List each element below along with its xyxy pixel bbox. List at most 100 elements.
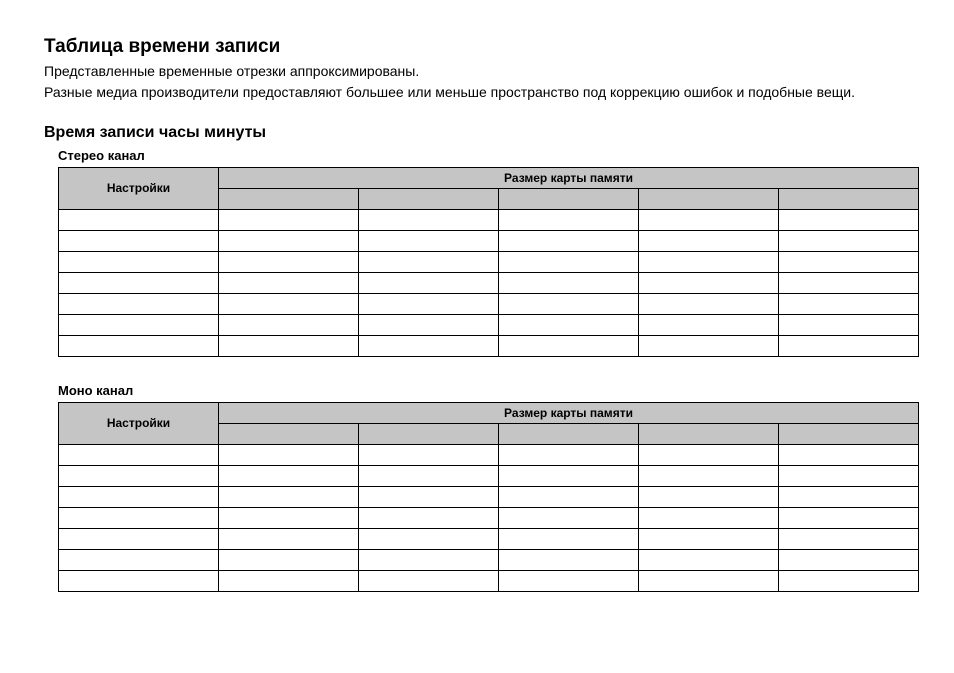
table-row bbox=[59, 570, 919, 591]
table-cell bbox=[779, 251, 919, 272]
table-row bbox=[59, 444, 919, 465]
table-cell bbox=[779, 549, 919, 570]
table-cell bbox=[639, 465, 779, 486]
table-cell bbox=[639, 293, 779, 314]
mono-channel-label: Моно канал bbox=[58, 383, 910, 398]
table-cell bbox=[499, 293, 639, 314]
table-cell bbox=[359, 293, 499, 314]
table-cell bbox=[359, 209, 499, 230]
table-row bbox=[59, 209, 919, 230]
table-row bbox=[59, 230, 919, 251]
stereo-th-settings: Настройки bbox=[59, 167, 219, 209]
stereo-table-wrap: Настройки Размер карты памяти bbox=[58, 167, 910, 357]
table-cell bbox=[59, 444, 219, 465]
table-cell bbox=[59, 209, 219, 230]
table-cell bbox=[59, 507, 219, 528]
stereo-size-header bbox=[499, 188, 639, 209]
table-cell bbox=[639, 486, 779, 507]
table-cell bbox=[359, 230, 499, 251]
table-cell bbox=[359, 444, 499, 465]
table-cell bbox=[219, 528, 359, 549]
table-cell bbox=[779, 465, 919, 486]
table-cell bbox=[639, 507, 779, 528]
table-cell bbox=[639, 251, 779, 272]
table-cell bbox=[779, 335, 919, 356]
table-cell bbox=[499, 335, 639, 356]
table-cell bbox=[59, 570, 219, 591]
table-cell bbox=[359, 251, 499, 272]
mono-size-header bbox=[359, 423, 499, 444]
table-row bbox=[59, 549, 919, 570]
table-cell bbox=[219, 314, 359, 335]
table-cell bbox=[219, 549, 359, 570]
table-cell bbox=[499, 314, 639, 335]
table-row bbox=[59, 314, 919, 335]
table-cell bbox=[639, 230, 779, 251]
mono-th-settings: Настройки bbox=[59, 402, 219, 444]
table-cell bbox=[59, 272, 219, 293]
table-cell bbox=[219, 293, 359, 314]
table-cell bbox=[59, 251, 219, 272]
table-cell bbox=[59, 486, 219, 507]
table-cell bbox=[219, 335, 359, 356]
table-cell bbox=[779, 528, 919, 549]
table-cell bbox=[359, 486, 499, 507]
table-cell bbox=[779, 209, 919, 230]
document-page: Таблица времени записи Представленные вр… bbox=[0, 0, 954, 673]
mono-size-header bbox=[639, 423, 779, 444]
stereo-size-header bbox=[639, 188, 779, 209]
table-cell bbox=[219, 251, 359, 272]
mono-size-header bbox=[779, 423, 919, 444]
table-cell bbox=[359, 528, 499, 549]
table-cell bbox=[639, 570, 779, 591]
table-cell bbox=[499, 272, 639, 293]
table-cell bbox=[639, 549, 779, 570]
table-row bbox=[59, 507, 919, 528]
table-row bbox=[59, 335, 919, 356]
mono-th-cardsize: Размер карты памяти bbox=[219, 402, 919, 423]
table-cell bbox=[779, 293, 919, 314]
stereo-channel-label: Стерео канал bbox=[58, 148, 910, 163]
table-cell bbox=[59, 528, 219, 549]
table-cell bbox=[639, 444, 779, 465]
table-cell bbox=[779, 444, 919, 465]
page-title: Таблица времени записи bbox=[44, 36, 910, 58]
table-cell bbox=[359, 314, 499, 335]
table-row bbox=[59, 465, 919, 486]
table-row bbox=[59, 251, 919, 272]
table-row bbox=[59, 293, 919, 314]
table-cell bbox=[59, 293, 219, 314]
table-cell bbox=[779, 507, 919, 528]
table-cell bbox=[779, 230, 919, 251]
table-cell bbox=[219, 444, 359, 465]
table-cell bbox=[219, 272, 359, 293]
table-cell bbox=[499, 570, 639, 591]
table-cell bbox=[499, 549, 639, 570]
table-cell bbox=[499, 209, 639, 230]
table-cell bbox=[59, 465, 219, 486]
table-cell bbox=[499, 230, 639, 251]
intro-line-1: Представленные временные отрезки аппрокс… bbox=[44, 62, 910, 81]
table-cell bbox=[219, 465, 359, 486]
stereo-tbody bbox=[59, 209, 919, 356]
table-cell bbox=[499, 465, 639, 486]
subheading: Время записи часы минуты bbox=[44, 124, 910, 142]
stereo-th-cardsize: Размер карты памяти bbox=[219, 167, 919, 188]
table-cell bbox=[779, 486, 919, 507]
table-cell bbox=[639, 272, 779, 293]
table-cell bbox=[59, 314, 219, 335]
table-cell bbox=[359, 549, 499, 570]
table-cell bbox=[219, 507, 359, 528]
table-cell bbox=[59, 335, 219, 356]
stereo-table: Настройки Размер карты памяти bbox=[58, 167, 919, 357]
table-cell bbox=[219, 486, 359, 507]
table-row bbox=[59, 272, 919, 293]
mono-table: Настройки Размер карты памяти bbox=[58, 402, 919, 592]
table-cell bbox=[499, 444, 639, 465]
table-cell bbox=[219, 570, 359, 591]
intro-line-2: Разные медиа производители предоставляют… bbox=[44, 83, 910, 102]
mono-tbody bbox=[59, 444, 919, 591]
mono-size-header bbox=[499, 423, 639, 444]
table-cell bbox=[219, 209, 359, 230]
table-cell bbox=[639, 314, 779, 335]
